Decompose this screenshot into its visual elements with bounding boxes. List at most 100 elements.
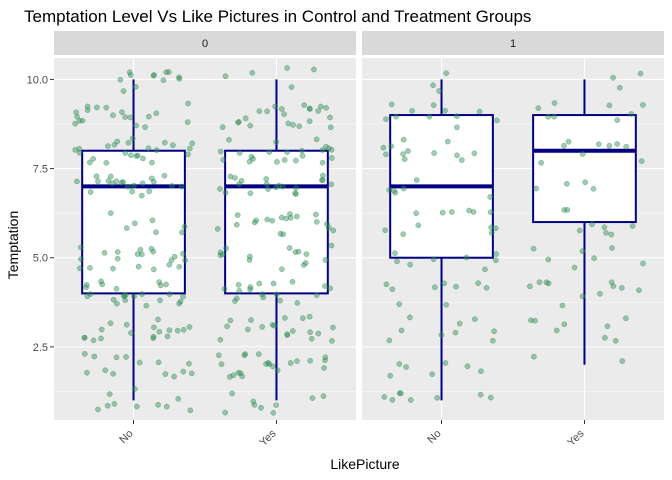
x-tick-label: Yes: [565, 427, 587, 449]
data-point: [579, 248, 586, 255]
data-point: [299, 152, 306, 159]
data-point: [389, 286, 396, 293]
data-point: [146, 113, 152, 120]
data-point: [124, 183, 131, 190]
data-point: [266, 149, 273, 155]
data-point: [136, 359, 143, 366]
data-point: [217, 186, 223, 192]
data-point: [327, 285, 334, 292]
data-point: [236, 150, 243, 156]
data-point: [308, 335, 315, 342]
data-point: [93, 173, 100, 180]
data-point: [274, 159, 280, 165]
data-point: [637, 70, 644, 77]
data-point: [135, 263, 142, 270]
data-point: [114, 255, 121, 262]
y-tick-label: 7.5: [33, 164, 48, 176]
data-point: [273, 402, 280, 409]
data-point: [293, 157, 299, 164]
data-point: [438, 332, 445, 338]
data-point: [393, 113, 399, 120]
panels: 2.5 5.0 7.5 10.0 0 No Yes 1 No Yes: [27, 31, 664, 449]
data-point: [186, 324, 193, 330]
data-point: [239, 373, 246, 380]
data-point: [616, 84, 623, 91]
data-point: [102, 367, 109, 374]
data-point: [156, 279, 163, 285]
data-point: [294, 358, 300, 364]
data-point: [110, 265, 116, 272]
data-point: [222, 73, 229, 80]
data-point: [259, 291, 265, 298]
data-point: [87, 189, 94, 195]
data-point: [321, 365, 327, 371]
data-point: [214, 226, 221, 232]
data-point: [248, 317, 254, 323]
data-point: [482, 266, 488, 273]
data-point: [382, 227, 389, 234]
data-point: [157, 297, 163, 304]
data-point: [273, 184, 279, 191]
data-point: [388, 143, 395, 150]
data-point: [128, 330, 134, 336]
data-point: [140, 155, 146, 162]
data-point: [487, 394, 494, 401]
data-point: [127, 114, 134, 121]
data-point: [443, 70, 450, 77]
data-point: [545, 256, 552, 263]
data-point: [263, 181, 270, 187]
data-point: [119, 109, 125, 116]
data-point: [83, 284, 90, 291]
data-point: [299, 315, 306, 322]
data-point: [161, 172, 168, 179]
data-point: [638, 158, 645, 164]
data-point: [170, 142, 176, 149]
data-point: [171, 373, 177, 380]
data-point: [150, 178, 157, 185]
data-point: [381, 394, 388, 400]
data-point: [328, 242, 335, 249]
data-point: [589, 221, 595, 228]
data-point: [148, 175, 155, 182]
data-point: [563, 180, 570, 187]
data-point: [264, 216, 271, 223]
data-point: [131, 220, 138, 227]
chart-title: Temptation Level Vs Like Pictures in Con…: [24, 7, 531, 26]
data-point: [436, 88, 442, 94]
data-point: [180, 368, 187, 375]
data-point: [430, 256, 437, 263]
box-no: [389, 79, 494, 401]
data-point: [178, 183, 185, 190]
data-point: [234, 212, 241, 218]
data-point: [475, 280, 482, 287]
data-point: [538, 159, 545, 166]
data-point: [155, 359, 162, 366]
data-point: [454, 113, 460, 120]
data-point: [561, 321, 568, 328]
data-point: [104, 402, 111, 409]
data-point: [553, 327, 560, 334]
data-point: [184, 119, 191, 126]
data-point: [330, 324, 336, 331]
data-point: [327, 124, 334, 131]
data-point: [281, 111, 287, 118]
data-point: [90, 156, 97, 162]
data-point: [284, 331, 291, 338]
box-yes: [532, 79, 637, 365]
data-point: [122, 150, 129, 156]
data-point: [488, 230, 495, 236]
data-point: [292, 249, 299, 255]
data-point: [561, 142, 567, 149]
box-no: [81, 79, 186, 401]
data-point: [319, 147, 326, 153]
data-point: [561, 207, 568, 213]
data-point: [322, 357, 328, 364]
data-point: [164, 333, 171, 340]
data-point: [275, 182, 282, 189]
data-point: [226, 136, 232, 143]
data-point: [247, 122, 254, 129]
data-point: [110, 112, 116, 119]
data-point: [235, 281, 242, 288]
data-point: [110, 296, 117, 303]
